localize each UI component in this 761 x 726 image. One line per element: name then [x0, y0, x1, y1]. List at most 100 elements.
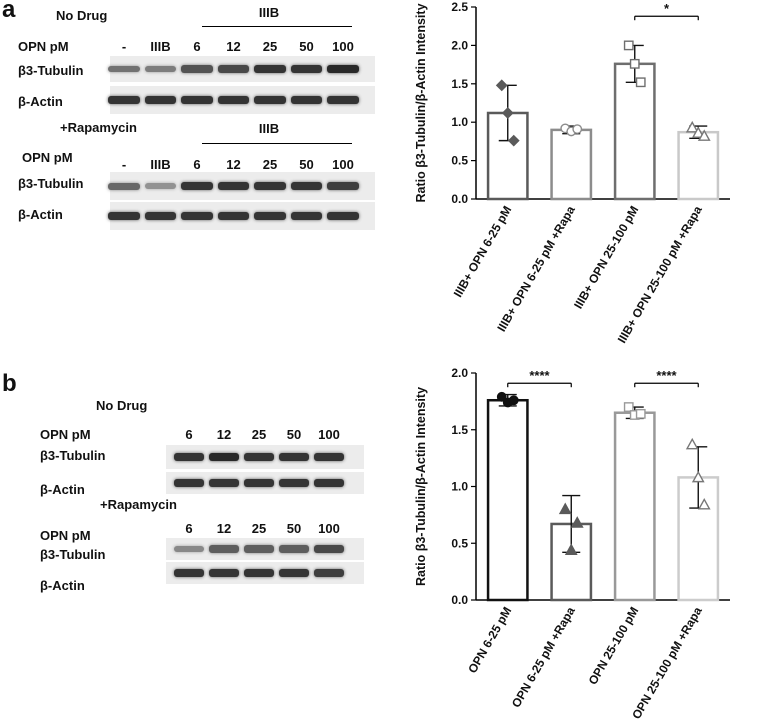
tubulin-band [254, 64, 286, 74]
lane-label: - [121, 39, 127, 54]
significance-label: **** [529, 368, 550, 383]
actin-band [244, 568, 274, 578]
tubulin-band [181, 65, 213, 73]
row-label-opn: OPN pM [22, 150, 73, 165]
row-label-opn: OPN pM [18, 39, 69, 54]
panel-b-letter: b [2, 370, 17, 397]
lane-label: 25 [251, 427, 267, 442]
actin-band [244, 478, 274, 488]
tubulin-band [327, 182, 359, 190]
y-tick-label: 1.0 [451, 115, 468, 129]
bar [677, 130, 720, 201]
actin-band [290, 95, 323, 105]
lane-label: 25 [251, 521, 267, 536]
significance-label: **** [656, 368, 677, 383]
tubulin-band [108, 182, 140, 190]
row-label-opn: OPN pM [40, 528, 91, 543]
actin-band [217, 95, 250, 105]
actin-band [144, 211, 177, 221]
tubulin-band [314, 452, 344, 462]
lane-label: IIIB [150, 157, 171, 172]
tubulin-blot-strip [166, 538, 364, 560]
blot-title: +Rapamycin [100, 497, 177, 512]
chart-b-bar-chart: 0.0 0.5 1.0 1.5 2.0 Ratio β3-Tubulin/β-Actin … [414, 366, 730, 722]
lane-label: 25 [262, 157, 278, 172]
lane-label: 12 [216, 427, 232, 442]
y-tick-label: 0.0 [451, 192, 468, 206]
tubulin-band [144, 183, 177, 189]
lane-label: 100 [332, 157, 354, 172]
data-point-square [635, 77, 646, 88]
lane-label: - [121, 157, 127, 172]
tubulin-band [144, 65, 177, 73]
data-point-diamond [495, 79, 508, 92]
y-axis-label: Ratio β3-Tubulin/β-Actin Intensity [414, 387, 428, 586]
lane-label: 50 [286, 521, 302, 536]
actin-band [290, 211, 323, 221]
lane-label: 6 [185, 521, 193, 536]
bar [486, 111, 529, 201]
bar [613, 411, 656, 602]
y-tick-label: 1.5 [451, 423, 468, 437]
row-label-opn: OPN pM [40, 427, 91, 442]
y-tick-label: 0.5 [451, 536, 468, 550]
significance-label: * [664, 1, 670, 16]
data-point-triangle [685, 437, 699, 450]
actin-blot-strip [166, 472, 364, 494]
actin-band [327, 211, 359, 221]
row-label-actin: β-Actin [18, 207, 63, 222]
tubulin-band [314, 545, 344, 553]
data-point-triangle [685, 120, 699, 133]
tubulin-blot-strip [108, 172, 375, 200]
row-label-tubulin: β3-Tubulin [18, 176, 84, 191]
blot-title: +Rapamycin [60, 120, 137, 135]
y-tick-label: 2.5 [451, 0, 468, 14]
y-tick-label: 1.5 [451, 77, 468, 91]
actin-band [209, 568, 239, 578]
tubulin-band [290, 64, 323, 74]
tubulin-band [244, 545, 274, 553]
actin-band [181, 95, 213, 105]
tubulin-blot-strip [108, 56, 375, 82]
lane-label: 6 [193, 39, 201, 54]
actin-band [108, 211, 140, 221]
row-label-actin: β-Actin [18, 94, 63, 109]
tubulin-band [209, 545, 239, 553]
row-label-actin: β-Actin [40, 578, 85, 593]
chart-a-bar-chart: 0.0 0.5 1.0 1.5 2.0 2.5 Ratio β3-Tubulin/β-Act… [414, 0, 730, 346]
data-point-triangle [570, 516, 584, 528]
data-point-triangle [558, 502, 572, 515]
actin-blot-strip [108, 86, 375, 114]
lane-label: 100 [318, 521, 340, 536]
row-label-actin: β-Actin [40, 482, 85, 497]
lane-label: 25 [262, 39, 278, 54]
tubulin-band [217, 65, 250, 73]
panel-a-letter: a [2, 0, 16, 23]
lane-label: 12 [216, 521, 232, 536]
tubulin-band [279, 545, 309, 553]
lane-label: 6 [193, 157, 201, 172]
actin-band [254, 95, 286, 105]
y-axis-label: Ratio β3-Tubulin/β-Actin Intensity [414, 3, 428, 202]
data-point-triangle [564, 543, 578, 555]
x-tick-label: OPN 25-100 pM [586, 605, 642, 688]
x-tick-label: OPN 6-25 pM [465, 604, 514, 675]
lane-label: 6 [185, 427, 193, 442]
data-point-square [629, 58, 640, 69]
data-point-circle [496, 391, 507, 402]
actin-band [254, 211, 286, 221]
tubulin-band [108, 65, 140, 73]
lane-label: 50 [286, 427, 302, 442]
x-tick-label: OPN 6-25 pM +Rapa [509, 604, 578, 710]
x-tick-label: OPN 25-100 pM +Rapa [629, 604, 705, 721]
bracket-line [202, 143, 352, 144]
tubulin-band [217, 181, 250, 191]
actin-blot-strip [108, 202, 375, 230]
blot-title: No Drug [56, 8, 108, 23]
lane-label: 50 [299, 157, 314, 172]
row-label-tubulin: β3-Tubulin [40, 547, 106, 562]
data-point-triangle [697, 498, 711, 510]
actin-band [209, 478, 239, 488]
tubulin-band [290, 181, 323, 191]
tubulin-band [181, 181, 213, 191]
